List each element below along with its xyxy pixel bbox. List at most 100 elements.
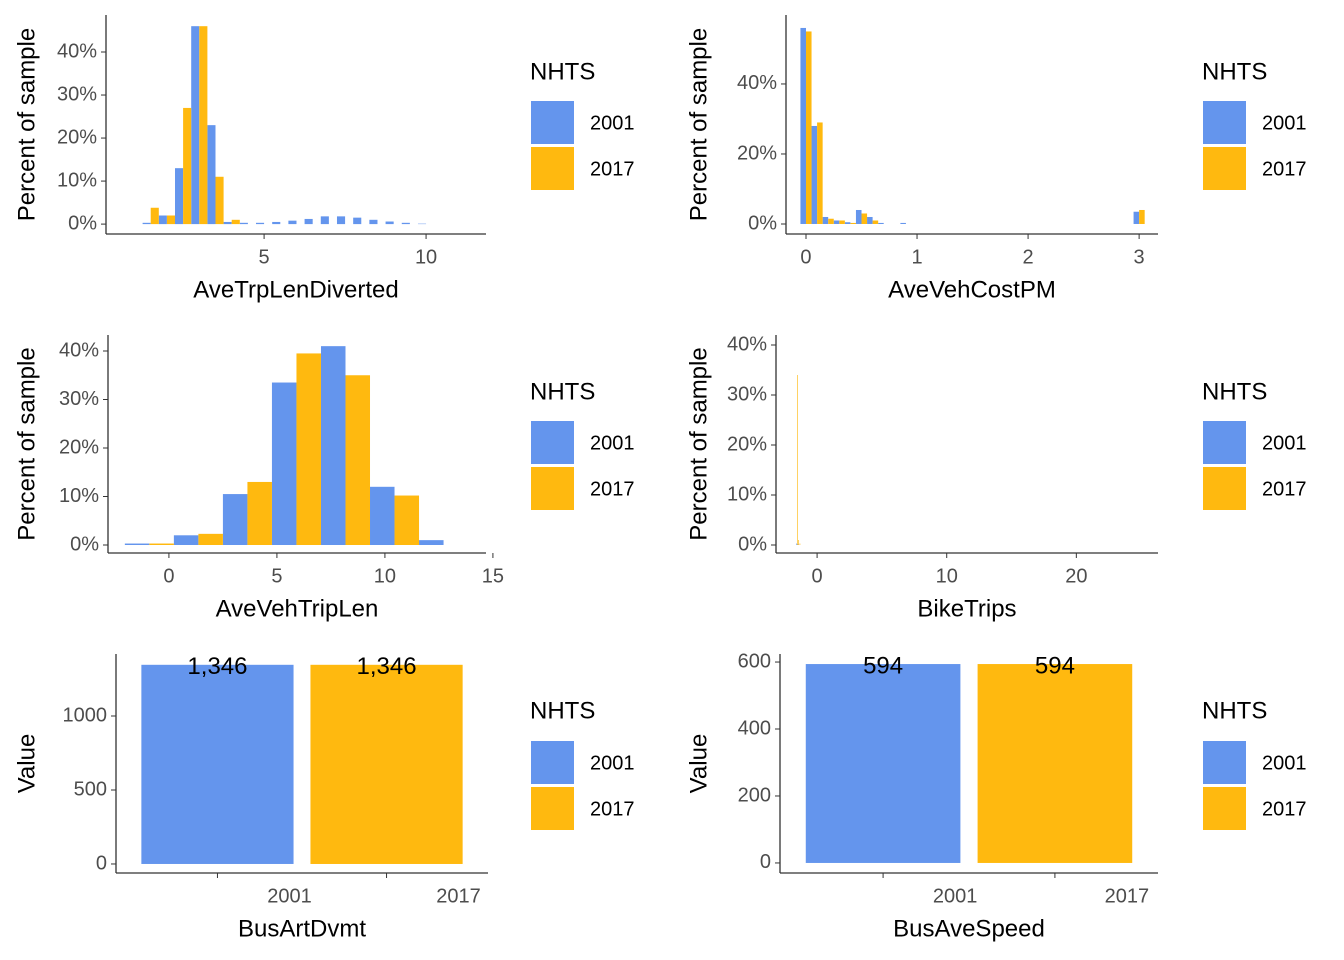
bar xyxy=(878,222,884,224)
legend-label: 2017 xyxy=(1262,158,1307,180)
legend-key xyxy=(1203,421,1246,464)
x-tick-label: 10 xyxy=(936,565,958,587)
bar xyxy=(231,219,240,225)
y-tick-label: 0% xyxy=(68,212,97,234)
bar xyxy=(175,168,184,225)
x-tick-label: 2017 xyxy=(436,885,481,907)
legend-label: 2001 xyxy=(590,432,635,454)
legend-key xyxy=(1203,467,1246,510)
value-label: 1,346 xyxy=(357,653,417,680)
legend-key xyxy=(531,101,574,144)
bar xyxy=(222,494,248,545)
x-axis-title: BusArtDvmt xyxy=(238,915,366,942)
x-tick-label: 0 xyxy=(163,565,174,587)
bar xyxy=(183,107,192,225)
legend-label: 2017 xyxy=(590,478,635,500)
bar xyxy=(844,222,851,224)
y-tick-label: 30% xyxy=(57,83,97,105)
bar xyxy=(158,215,167,225)
bar xyxy=(353,217,362,225)
x-tick-label: 0 xyxy=(812,565,823,587)
y-axis-title: Percent of sample xyxy=(685,28,712,221)
y-tick-label: 40% xyxy=(737,72,777,94)
y-tick-label: 40% xyxy=(59,339,99,361)
y-tick-label: 40% xyxy=(727,333,767,355)
x-tick-label: 10 xyxy=(415,246,437,268)
x-tick-label: 15 xyxy=(482,565,504,587)
bar xyxy=(798,540,799,545)
legend-label: 2001 xyxy=(590,752,635,774)
x-tick-label: 2017 xyxy=(1105,885,1150,907)
legend-key xyxy=(531,147,574,190)
x-axis-title: BikeTrips xyxy=(917,595,1016,622)
bar xyxy=(199,26,208,225)
y-tick-label: 10% xyxy=(57,169,97,191)
bar xyxy=(805,664,961,863)
y-tick-label: 10% xyxy=(59,485,99,507)
y-tick-label: 20% xyxy=(57,126,97,148)
legend-title: NHTS xyxy=(1202,378,1267,405)
legend-label: 2017 xyxy=(1262,798,1307,820)
y-tick-label: 0% xyxy=(748,212,777,234)
bar xyxy=(867,216,873,224)
bar xyxy=(370,486,395,545)
bar xyxy=(320,346,346,545)
bar xyxy=(247,481,272,545)
legend-key xyxy=(1203,147,1246,190)
legend-label: 2001 xyxy=(1262,112,1307,134)
legend-label: 2001 xyxy=(590,112,635,134)
legend-key xyxy=(1203,787,1246,830)
y-tick-label: 20% xyxy=(727,433,767,455)
bar xyxy=(797,544,799,545)
y-axis-title: Percent of sample xyxy=(13,28,40,221)
bar xyxy=(419,540,444,545)
legend-title: NHTS xyxy=(1202,697,1267,724)
bar xyxy=(345,375,371,545)
x-tick-label: 2001 xyxy=(933,885,978,907)
bar xyxy=(369,219,378,225)
legend-key xyxy=(531,787,574,830)
legend-title: NHTS xyxy=(530,378,595,405)
value-label: 594 xyxy=(863,652,903,679)
y-tick-label: 400 xyxy=(738,717,771,739)
bar xyxy=(124,543,150,545)
x-tick-label: 20 xyxy=(1065,565,1087,587)
bar xyxy=(850,222,856,224)
bar xyxy=(828,218,834,224)
legend-key xyxy=(531,467,574,510)
bar xyxy=(900,222,906,224)
bar xyxy=(805,31,812,224)
y-tick-label: 200 xyxy=(738,784,771,806)
bar xyxy=(800,27,806,224)
y-tick-label: 40% xyxy=(57,40,97,62)
x-axis-title: AveVehCostPM xyxy=(888,276,1056,303)
bar xyxy=(310,664,463,864)
y-tick-label: 20% xyxy=(59,436,99,458)
x-tick-label: 3 xyxy=(1134,246,1145,268)
legend-key xyxy=(531,741,574,784)
x-tick-label: 10 xyxy=(374,565,396,587)
y-axis-title: Percent of sample xyxy=(13,347,40,540)
x-tick-label: 1 xyxy=(911,246,922,268)
bar xyxy=(255,222,265,225)
bar xyxy=(166,215,176,225)
legend-title: NHTS xyxy=(530,58,595,85)
y-tick-label: 0 xyxy=(760,851,771,873)
legend-label: 2017 xyxy=(590,798,635,820)
bar xyxy=(861,213,868,224)
y-tick-label: 0 xyxy=(96,852,107,874)
x-axis-title: AveTrpLenDiverted xyxy=(193,276,398,303)
x-tick-label: 2 xyxy=(1023,246,1034,268)
legend-title: NHTS xyxy=(530,697,595,724)
x-axis-title: AveVehTripLen xyxy=(216,595,379,622)
legend-label: 2017 xyxy=(590,158,635,180)
x-tick-label: 5 xyxy=(259,246,270,268)
legend-label: 2001 xyxy=(1262,432,1307,454)
bar xyxy=(304,218,313,225)
bar xyxy=(142,222,151,225)
bar xyxy=(150,207,159,225)
y-tick-label: 500 xyxy=(74,778,107,800)
bar xyxy=(173,535,199,545)
legend-title: NHTS xyxy=(1202,58,1267,85)
bar xyxy=(872,220,879,224)
